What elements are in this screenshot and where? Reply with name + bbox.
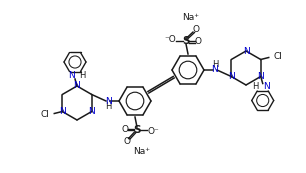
Text: N: N [88,107,95,116]
Text: Cl: Cl [274,52,283,61]
Text: H: H [105,102,111,111]
Text: O: O [192,25,200,34]
Text: ⁻O: ⁻O [164,35,176,44]
Text: N: N [243,47,249,56]
Text: O⁻: O⁻ [147,126,159,135]
Text: N: N [68,71,75,80]
Text: N: N [105,97,111,106]
Text: N: N [74,81,80,90]
Text: Cl: Cl [40,110,49,119]
Text: N: N [257,72,264,81]
Text: O: O [121,125,129,134]
Text: N: N [212,66,218,75]
Text: S: S [182,36,190,46]
Text: H: H [79,71,85,80]
Text: O: O [124,138,130,147]
Text: Na⁺: Na⁺ [133,148,151,157]
Text: S: S [133,125,141,135]
Text: Na⁺: Na⁺ [182,12,200,21]
Text: N: N [59,107,66,116]
Text: H: H [252,82,259,91]
Text: H: H [212,60,218,69]
Text: N: N [228,72,235,81]
Text: N: N [263,82,270,91]
Text: O: O [195,37,201,45]
